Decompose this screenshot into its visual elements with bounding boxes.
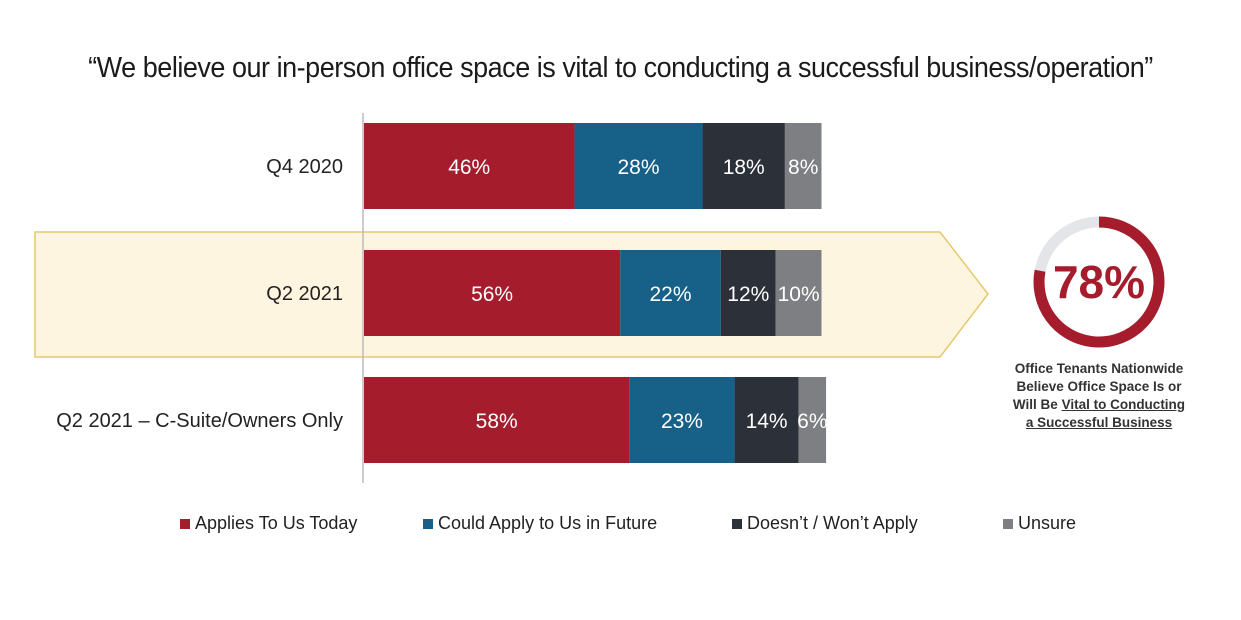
category-label-q2-2021-c-suite-owners-only: Q2 2021 – C-Suite/Owners Only (56, 410, 343, 432)
data-label-q4-2020-could-apply-to-us-in-future: 28% (617, 156, 659, 179)
bar-q2-2021-could-apply-to-us-in-future (620, 250, 721, 336)
data-label-q2-2021-doesn-t-won-t-apply: 12% (727, 283, 769, 306)
data-label-q4-2020-unsure: 8% (788, 156, 818, 179)
callout-underlined-1: Vital to Conducting (1061, 397, 1186, 412)
bars-group: Q4 2020 46% 28% 18% 8% Q2 2021 56% 22% 12% 10% Q2 … (56, 123, 828, 463)
data-label-q2-2021-c-suite-owners-only-could-apply-to-us-in-future: 23% (661, 410, 703, 433)
bar-q2-2021-c-suite-owners-only-applies-to-us-today (364, 377, 630, 463)
data-label-q2-2021-applies-to-us-today: 56% (471, 283, 513, 306)
legend-item-doesn-t-won-t-apply: Doesn’t / Won’t Apply (732, 513, 918, 534)
callout-line-3-text: Will Be (1012, 397, 1062, 412)
callout-underlined-2: a Successful Business (1025, 415, 1173, 430)
chart-title: “We believe our in-person office space i… (88, 52, 1153, 84)
bar-q2-2021-applies-to-us-today (364, 250, 621, 336)
bar-q2-2021-unsure (775, 250, 822, 336)
bar-q2-2021-doesn-t-won-t-apply (720, 250, 776, 336)
callout-line-1: Office Tenants Nationwide (1014, 361, 1184, 376)
category-label-q2-2021: Q2 2021 (266, 283, 343, 305)
legend-swatch-could-apply-to-us-in-future (423, 519, 433, 529)
data-label-q2-2021-c-suite-owners-only-unsure: 6% (797, 410, 827, 433)
legend-swatch-unsure (1003, 519, 1013, 529)
callout-ring-arc (1033, 216, 1165, 348)
legend-label-doesn-t-won-t-apply: Doesn’t / Won’t Apply (747, 513, 918, 533)
category-label-q4-2020: Q4 2020 (266, 156, 343, 178)
callout-ring: 78% (1033, 216, 1165, 348)
bar-q4-2020-applies-to-us-today (364, 123, 575, 209)
legend-item-unsure: Unsure (1003, 513, 1076, 534)
data-label-q2-2021-c-suite-owners-only-applies-to-us-today: 58% (476, 410, 518, 433)
legend-label-applies-to-us-today: Applies To Us Today (195, 513, 358, 533)
legend-item-could-apply-to-us-in-future: Could Apply to Us in Future (423, 513, 657, 534)
bar-q2-2021-c-suite-owners-only-could-apply-to-us-in-future (629, 377, 735, 463)
bar-q4-2020-doesn-t-won-t-apply (702, 123, 785, 209)
legend-swatch-doesn-t-won-t-apply (732, 519, 742, 529)
legend-item-applies-to-us-today: Applies To Us Today (180, 513, 357, 534)
data-label-q2-2021-unsure: 10% (778, 283, 820, 306)
legend-label-could-apply-to-us-in-future: Could Apply to Us in Future (438, 513, 658, 533)
legend-label-unsure: Unsure (1018, 513, 1077, 533)
bar-q2-2021-c-suite-owners-only-unsure (798, 377, 827, 463)
callout-line-2: Believe Office Space Is or (1016, 379, 1182, 394)
callout-value: 78% (1053, 256, 1145, 308)
legend-swatch-applies-to-us-today (180, 519, 190, 529)
data-label-q4-2020-doesn-t-won-t-apply: 18% (723, 156, 765, 179)
data-label-q2-2021-c-suite-owners-only-doesn-t-won-t-apply: 14% (746, 410, 788, 433)
data-label-q2-2021-could-apply-to-us-in-future: 22% (650, 283, 692, 306)
data-label-q4-2020-applies-to-us-today: 46% (448, 156, 490, 179)
bar-q4-2020-could-apply-to-us-in-future (574, 123, 703, 209)
bar-q2-2021-c-suite-owners-only-doesn-t-won-t-apply (734, 377, 799, 463)
callout-caption: Office Tenants Nationwide Believe Office… (993, 360, 1205, 432)
callout-line-3: Will Be Vital to Conducting (993, 396, 1205, 414)
bar-q4-2020-unsure (784, 123, 822, 209)
